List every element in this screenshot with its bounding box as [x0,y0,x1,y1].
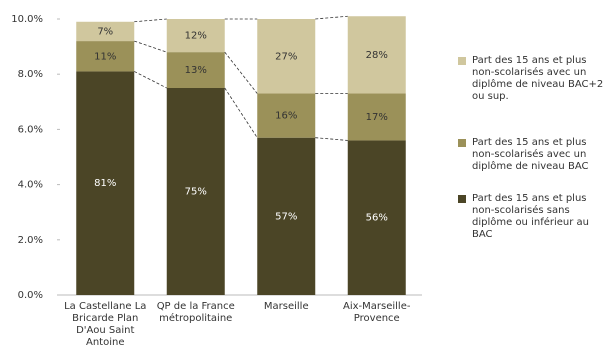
y-tick-label: 0.0% [18,290,43,301]
value-label: 57% [275,211,297,222]
legend-label: Part des 15 ans et plus non-scolarisés a… [472,55,604,102]
x-tick-label: La Castellane La Bricarde Plan D'Aou Sai… [64,301,147,348]
value-label: 17% [366,112,388,123]
y-tick-label: 6.0% [18,124,43,135]
x-tick-label: QP de la France métropolitaine [156,301,235,324]
bar-segment [257,93,316,138]
bar-segment [257,137,316,295]
y-tick-label: 10.0% [11,14,43,25]
x-tick-label: Aix-Marseille-Provence [343,301,411,324]
connector-line [224,51,258,94]
bar-segment [347,16,406,94]
y-tick-label: 2.0% [18,235,43,246]
connector-line [224,87,258,138]
legend-entry: Part des 15 ans et plus non-scolarisés a… [458,55,608,103]
connector-line [134,18,167,23]
bar-segment [166,19,225,53]
bar-segment [166,52,225,88]
bar-segment [347,140,406,295]
bar-segment [76,21,135,42]
value-label: 56% [366,213,388,224]
value-label: 16% [275,111,297,122]
value-label: 7% [97,26,113,37]
legend-swatch [458,57,466,65]
bar-segment [166,88,225,295]
value-label: 81% [94,178,116,189]
y-tick-label: 4.0% [18,180,43,191]
bar-segment [76,41,135,72]
bar-segment [347,93,406,141]
connector-line [315,137,348,141]
y-tick-label: 8.0% [18,69,43,80]
connector-line [134,71,167,89]
value-label: 28% [366,50,388,61]
bar-segment [76,71,135,295]
value-label: 27% [275,51,297,62]
value-label: 75% [185,187,207,198]
legend-label: Part des 15 ans et plus non-scolarisés s… [472,193,590,240]
value-label: 12% [185,31,207,42]
connector-line [134,40,167,53]
x-tick-label: Marseille [263,301,309,312]
legend-swatch [458,139,466,147]
connector-line [315,15,348,20]
legend-entry: Part des 15 ans et plus non-scolarisés a… [458,137,608,173]
legend-label: Part des 15 ans et plus non-scolarisés a… [472,137,589,172]
value-label: 13% [185,65,207,76]
legend-entry: Part des 15 ans et plus non-scolarisés s… [458,193,608,241]
value-label: 11% [94,51,116,62]
bar-segment [257,19,316,94]
legend-swatch [458,195,466,203]
